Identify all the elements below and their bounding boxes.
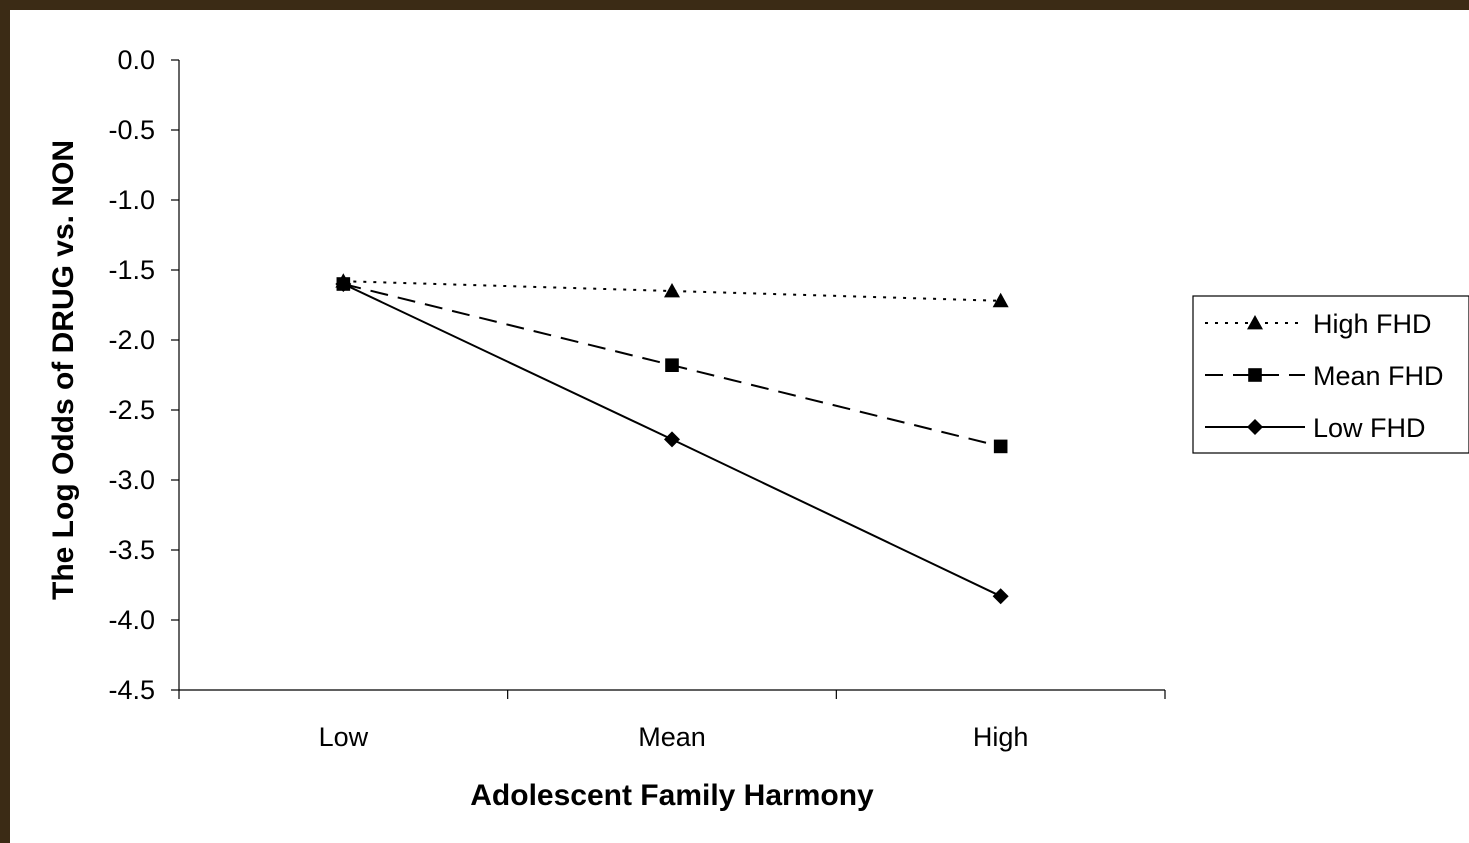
x-axis-ticks: Low Mean High bbox=[178, 690, 1166, 752]
data-point-triangle bbox=[992, 292, 1009, 308]
x-tick-label: High bbox=[973, 722, 1029, 752]
y-axis-ticks: 0.0 -0.5 -1.0 -1.5 -2.0 -2.5 -3.0 -3.5 -4.0 -4.5 bbox=[108, 45, 179, 705]
legend-label: Low FHD bbox=[1313, 413, 1426, 443]
y-tick-label: -2.5 bbox=[108, 395, 155, 425]
series-group bbox=[335, 273, 1009, 605]
series-mean-fhd bbox=[336, 277, 1008, 454]
legend-label: High FHD bbox=[1313, 309, 1432, 339]
data-point-diamond bbox=[335, 276, 352, 292]
axes bbox=[178, 60, 1165, 691]
data-point-diamond bbox=[992, 588, 1009, 605]
legend-marker-square bbox=[1248, 368, 1262, 382]
y-tick-label: 0.0 bbox=[117, 45, 155, 75]
y-tick-label: -0.5 bbox=[108, 115, 155, 145]
y-tick-label: -3.0 bbox=[108, 465, 155, 495]
legend-item: Mean FHD bbox=[1205, 361, 1444, 391]
legend: High FHD Mean FHD Low FHD bbox=[1192, 295, 1469, 454]
series-low-fhd bbox=[335, 276, 1009, 605]
x-tick-label: Mean bbox=[638, 722, 706, 752]
legend-marker-diamond bbox=[1247, 419, 1263, 435]
y-tick-label: -4.5 bbox=[108, 675, 155, 705]
series-high-fhd bbox=[335, 273, 1009, 308]
y-tick-label: -3.5 bbox=[108, 535, 155, 565]
legend-label: Mean FHD bbox=[1313, 361, 1444, 391]
x-tick-label: Low bbox=[319, 722, 369, 752]
y-tick-label: -1.0 bbox=[108, 185, 155, 215]
x-axis-title: Adolescent Family Harmony bbox=[470, 779, 874, 812]
y-axis-title: The Log Odds of DRUG vs. NON bbox=[47, 140, 80, 600]
legend-item: High FHD bbox=[1205, 309, 1432, 339]
legend-marker-triangle bbox=[1247, 315, 1263, 330]
y-tick-label: -1.5 bbox=[108, 255, 155, 285]
data-point-square bbox=[665, 358, 679, 372]
y-tick-label: -2.0 bbox=[108, 325, 155, 355]
legend-item: Low FHD bbox=[1205, 413, 1426, 443]
data-point-triangle bbox=[664, 283, 680, 298]
data-point-square bbox=[993, 439, 1008, 454]
data-point-diamond bbox=[664, 431, 680, 448]
y-tick-label: -4.0 bbox=[108, 605, 155, 635]
